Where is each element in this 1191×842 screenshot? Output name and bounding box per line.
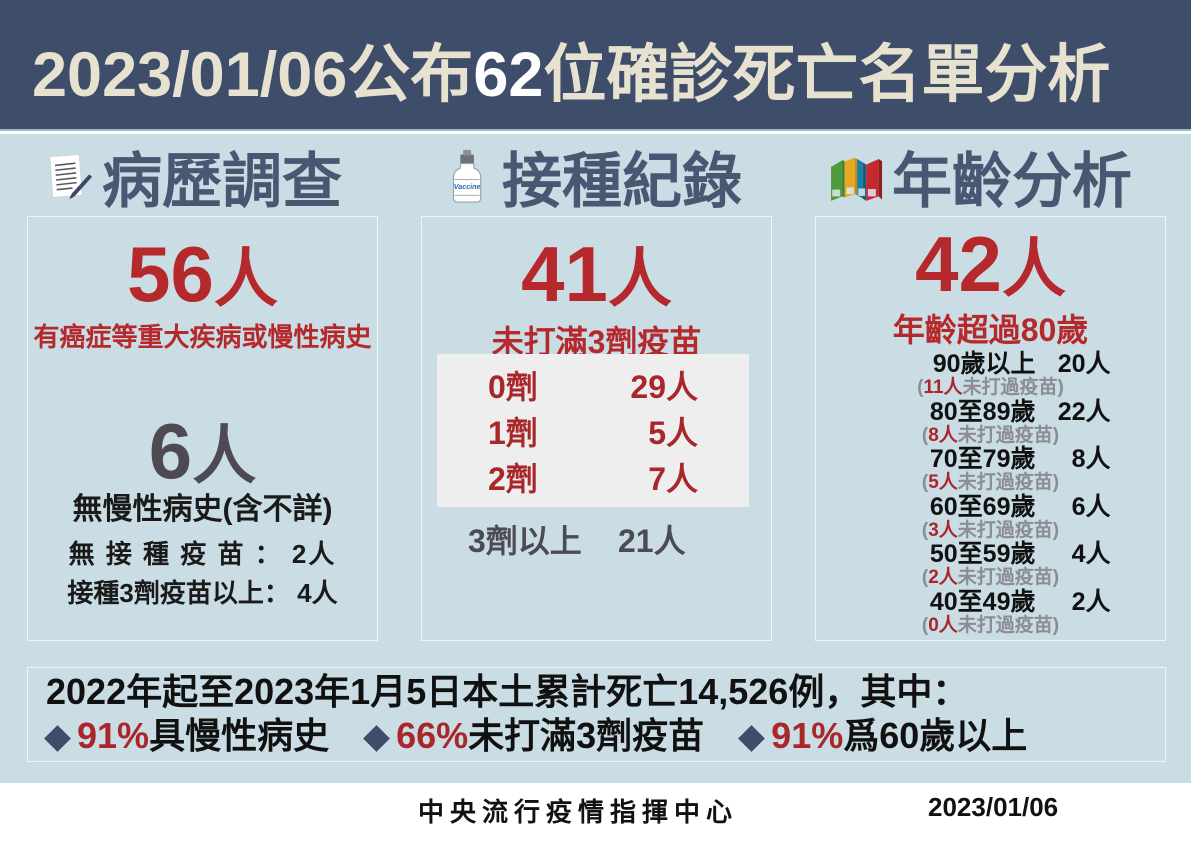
svg-text:Vaccine: Vaccine — [454, 183, 481, 191]
